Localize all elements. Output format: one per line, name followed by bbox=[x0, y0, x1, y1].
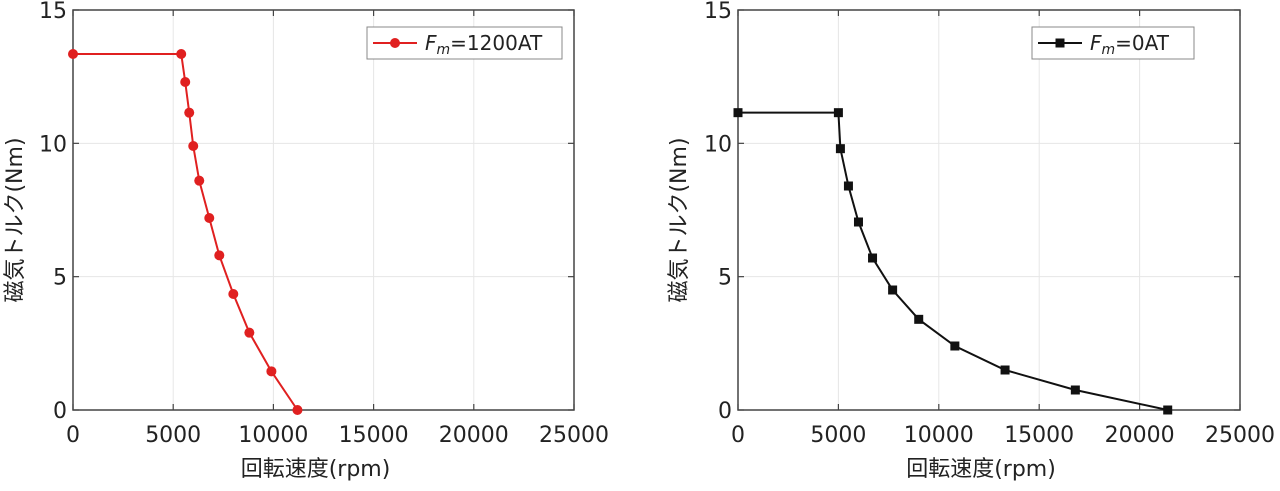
data-point bbox=[835, 144, 845, 154]
data-point bbox=[184, 107, 195, 118]
grid bbox=[738, 10, 1240, 410]
data-point bbox=[244, 327, 255, 338]
legend: Fm=1200AT bbox=[366, 26, 563, 60]
y-tick-label: 10 bbox=[704, 132, 732, 157]
chart-panel-1: 0 5000 10000 15000 20000 25000 0 5 10 15 回転速度(rpm)… bbox=[3, 0, 609, 482]
y-tick-label: 0 bbox=[718, 399, 732, 424]
legend-marker bbox=[390, 38, 400, 48]
data-point bbox=[833, 108, 843, 118]
data-point bbox=[1163, 405, 1173, 415]
legend: Fm=0AT bbox=[1031, 26, 1195, 60]
y-axis-label: 磁気トルク(Nm) bbox=[667, 137, 692, 302]
series-1 bbox=[733, 108, 1173, 415]
y-tick-label: 15 bbox=[704, 0, 732, 24]
data-point bbox=[853, 217, 863, 227]
x-tick-label: 15000 bbox=[339, 423, 409, 448]
y-axis-label: 磁気トルク(Nm) bbox=[3, 137, 28, 302]
data-point bbox=[176, 49, 187, 59]
y-tick-label: 0 bbox=[53, 399, 67, 424]
y-tick-label: 15 bbox=[39, 0, 67, 24]
x-tick-label: 20000 bbox=[1105, 423, 1175, 448]
data-point bbox=[868, 253, 878, 263]
x-tick-label: 15000 bbox=[1004, 423, 1074, 448]
data-point bbox=[1000, 365, 1010, 375]
data-point bbox=[914, 314, 924, 324]
plot-frame bbox=[72, 9, 575, 411]
data-point bbox=[733, 108, 743, 118]
x-tick-label: 20000 bbox=[439, 423, 509, 448]
data-point bbox=[214, 250, 225, 261]
x-tick-label: 0 bbox=[731, 423, 745, 448]
x-axis-label: 回転速度(rpm) bbox=[241, 457, 391, 482]
data-point bbox=[228, 289, 239, 299]
series-line bbox=[738, 111, 1168, 411]
x-axis-label: 回転速度(rpm) bbox=[906, 457, 1056, 482]
legend-marker bbox=[1055, 38, 1065, 48]
series-1 bbox=[68, 49, 303, 415]
y-tick-label: 5 bbox=[718, 266, 732, 291]
x-tick-label: 10000 bbox=[904, 423, 974, 448]
x-tick-label: 5000 bbox=[810, 423, 866, 448]
data-point bbox=[888, 285, 898, 295]
data-point bbox=[950, 341, 960, 351]
data-point bbox=[194, 175, 205, 186]
legend-label: Fm=1200AT bbox=[425, 31, 543, 58]
data-point bbox=[292, 405, 303, 415]
x-tick-label: 25000 bbox=[1205, 423, 1275, 448]
plot-frame bbox=[737, 9, 1241, 411]
y-tick-label: 5 bbox=[53, 266, 67, 291]
data-point bbox=[266, 366, 277, 377]
data-point bbox=[180, 77, 191, 87]
x-tick-label: 25000 bbox=[539, 423, 609, 448]
data-point bbox=[843, 181, 853, 191]
series-line bbox=[73, 53, 299, 411]
legend-label: Fm=0AT bbox=[1090, 31, 1170, 58]
data-point bbox=[188, 141, 199, 151]
x-tick-label: 0 bbox=[66, 423, 80, 448]
data-point bbox=[68, 49, 78, 59]
data-point bbox=[1070, 385, 1080, 395]
x-tick-label: 10000 bbox=[238, 423, 308, 448]
x-tick-label: 5000 bbox=[145, 423, 201, 448]
chart-panel-2: 0 5000 10000 15000 20000 25000 0 5 10 15 回転速度(rpm)… bbox=[667, 0, 1275, 482]
y-tick-label: 10 bbox=[39, 132, 67, 157]
grid bbox=[73, 10, 574, 410]
data-point bbox=[204, 213, 215, 223]
